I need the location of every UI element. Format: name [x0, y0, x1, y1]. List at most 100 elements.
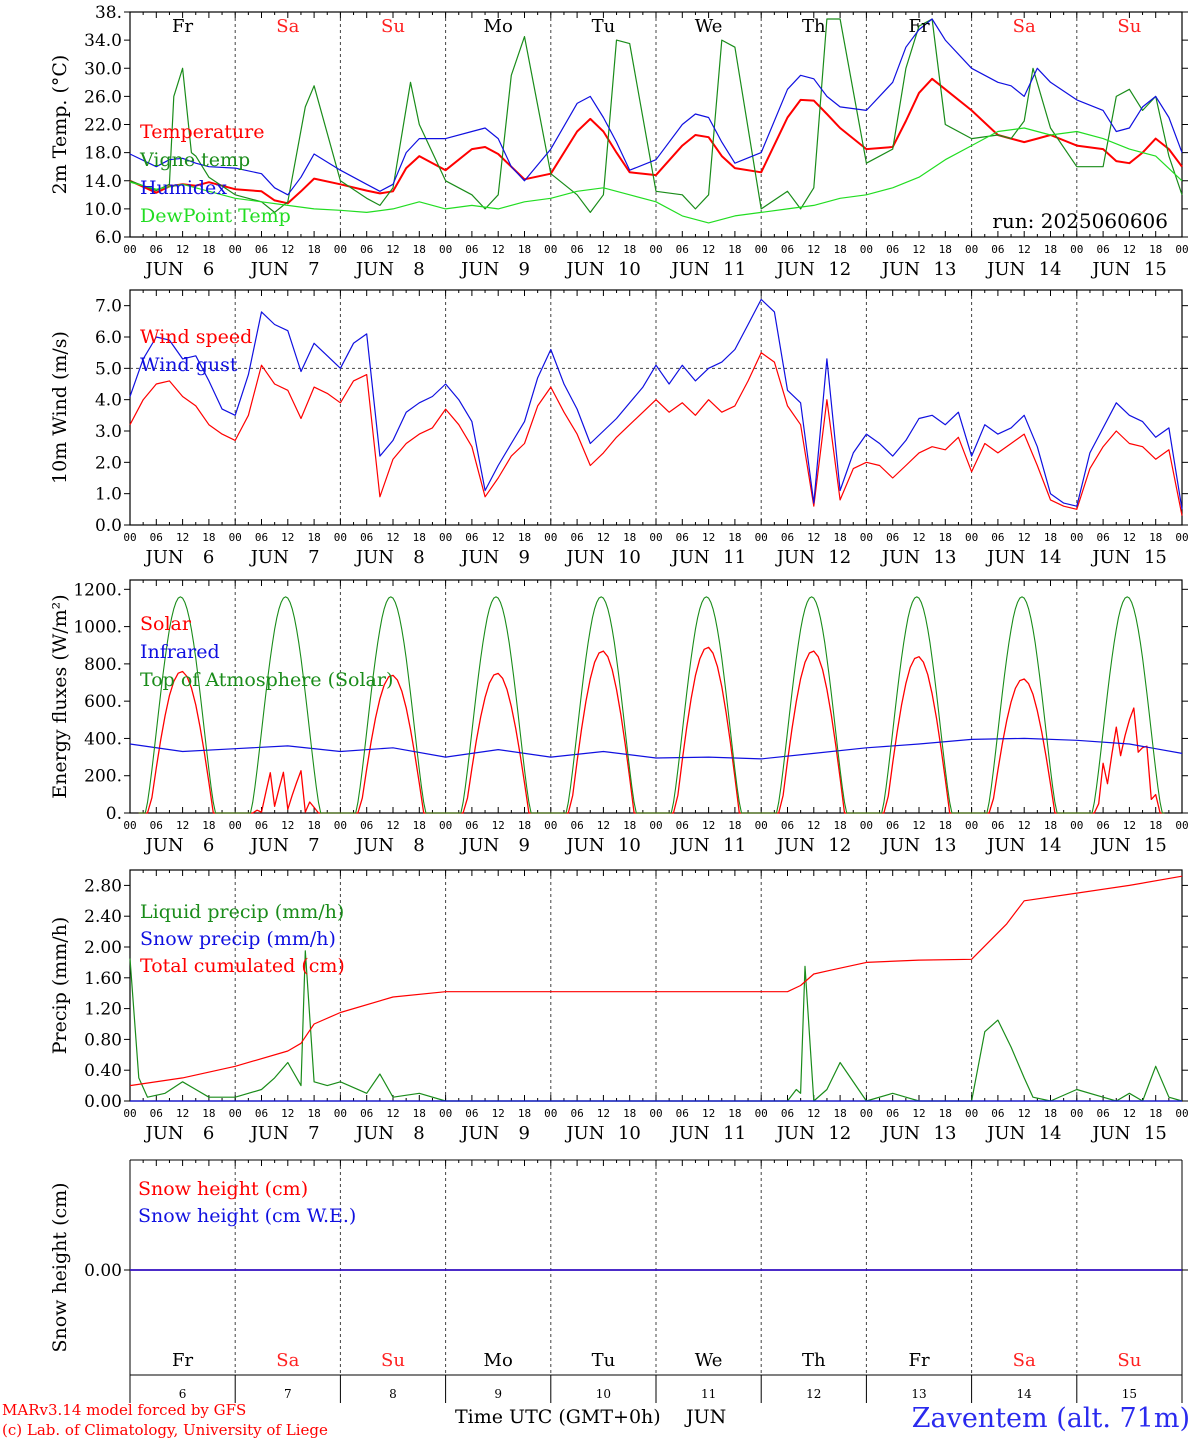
date-day-label: 12	[828, 547, 851, 568]
hour-tick-label: 18	[1044, 531, 1057, 544]
hour-tick-label: 12	[176, 1107, 189, 1120]
weekday-label: Tu	[592, 1350, 616, 1371]
y-axis-label: 2m Temp. (°C)	[49, 55, 71, 195]
hour-tick-label: 12	[912, 1107, 925, 1120]
hour-tick-label: 12	[176, 819, 189, 832]
y-axis-label: Energy fluxes (W/m²)	[49, 594, 71, 798]
date-month-label: JUN	[670, 259, 710, 280]
y-tick-label: 400.	[84, 729, 122, 749]
date-day-label: 6	[203, 1123, 214, 1144]
date-month-label: JUN	[249, 259, 289, 280]
y-tick-label: 10.0	[84, 200, 122, 220]
hour-tick-label: 18	[623, 531, 636, 544]
hour-tick-label: 06	[1096, 1107, 1109, 1120]
date-day-label: 14	[1039, 835, 1062, 856]
y-tick-label: 1.60	[84, 969, 122, 989]
copyright: (c) Lab. of Climatology, University of L…	[2, 1421, 328, 1439]
legend-entry: Wind speed	[140, 326, 252, 348]
hour-tick-label: 18	[728, 243, 741, 256]
hour-tick-label: 12	[597, 819, 610, 832]
date-month-label: JUN	[1090, 835, 1130, 856]
hour-tick-label: 18	[728, 531, 741, 544]
hour-tick-label: 18	[1149, 243, 1162, 256]
hour-tick-label: 12	[1018, 819, 1031, 832]
hour-tick-label: 12	[1123, 531, 1136, 544]
hour-tick-label: 18	[1149, 819, 1162, 832]
hour-tick-label: 18	[307, 819, 320, 832]
y-tick-label: 18.0	[84, 144, 122, 164]
hour-tick-label: 06	[360, 819, 373, 832]
legend-entry: Total cumulated (cm)	[140, 955, 345, 977]
hour-tick-label: 00	[1175, 819, 1188, 832]
hour-tick-label: 00	[544, 819, 557, 832]
date-month-label: JUN	[249, 835, 289, 856]
hour-tick-label: 00	[649, 819, 662, 832]
legend-entry: Wind gust	[140, 354, 238, 376]
date-day-label: 11	[723, 1123, 746, 1144]
weekday-label: Th	[802, 16, 826, 37]
hour-tick-label: 12	[912, 819, 925, 832]
hour-tick-label: 12	[807, 819, 820, 832]
date-month-label: JUN	[354, 835, 394, 856]
weekday-label: Sa	[276, 1350, 299, 1371]
hour-tick-label: 18	[623, 243, 636, 256]
hour-tick-label: 12	[176, 243, 189, 256]
date-day-label: 11	[723, 259, 746, 280]
hour-tick-label: 18	[518, 243, 531, 256]
date-day-label: 8	[413, 547, 424, 568]
date-day-label: 8	[389, 1387, 397, 1401]
date-day-label: 10	[596, 1387, 611, 1401]
hour-tick-label: 00	[1070, 819, 1083, 832]
hour-tick-label: 00	[229, 531, 242, 544]
hour-tick-label: 18	[833, 243, 846, 256]
hour-tick-label: 06	[150, 819, 163, 832]
date-month-label: JUN	[985, 835, 1025, 856]
hour-tick-label: 00	[649, 1107, 662, 1120]
date-month-label: JUN	[564, 1123, 604, 1144]
panel-energy: 1200. 1000. 800. 600. 400. 200. 0. Energy fluxe…	[49, 579, 1189, 856]
date-day-label: 14	[1039, 1123, 1062, 1144]
hour-tick-label: 06	[991, 1107, 1004, 1120]
hour-tick-label: 18	[1044, 243, 1057, 256]
hour-tick-label: 00	[229, 819, 242, 832]
date-day-label: 6	[203, 835, 214, 856]
hour-tick-label: 12	[281, 819, 294, 832]
legend-entry: Vigne temp	[139, 149, 250, 171]
y-tick-label: 2.80	[84, 876, 122, 896]
hour-tick-label: 00	[965, 1107, 978, 1120]
date-day-label: 15	[1144, 547, 1167, 568]
y-tick-label: 2.00	[84, 938, 122, 958]
date-month-label: JUN	[459, 547, 499, 568]
series-line	[129, 298, 1183, 510]
hour-tick-label: 12	[1018, 531, 1031, 544]
date-month-label: JUN	[1090, 1123, 1130, 1144]
hour-tick-label: 00	[334, 243, 347, 256]
hour-tick-label: 12	[492, 1107, 505, 1120]
y-axis-label: 10m Wind (m/s)	[49, 331, 71, 484]
hour-tick-label: 12	[807, 531, 820, 544]
hour-tick-label: 06	[1096, 243, 1109, 256]
hour-tick-label: 18	[833, 531, 846, 544]
hour-tick-label: 06	[570, 243, 583, 256]
date-day-label: 13	[934, 259, 957, 280]
date-day-label: 7	[308, 1123, 319, 1144]
weekday-label: Mo	[484, 1350, 513, 1371]
hour-tick-label: 12	[807, 1107, 820, 1120]
hour-tick-label: 18	[1149, 1107, 1162, 1120]
hour-tick-label: 00	[860, 243, 873, 256]
weekday-label: Sa	[276, 16, 299, 37]
hour-tick-label: 00	[123, 243, 136, 256]
y-axis-label: Precip (mm/h)	[49, 917, 71, 1055]
hour-tick-label: 06	[676, 531, 689, 544]
hour-tick-label: 18	[833, 1107, 846, 1120]
date-day-label: 8	[413, 259, 424, 280]
date-day-label: 10	[618, 547, 641, 568]
hour-tick-label: 00	[544, 531, 557, 544]
hour-tick-label: 18	[413, 1107, 426, 1120]
date-day-label: 8	[413, 1123, 424, 1144]
date-month-label: JUN	[144, 1123, 184, 1144]
hour-tick-label: 06	[255, 819, 268, 832]
hour-tick-label: 06	[360, 1107, 373, 1120]
hour-tick-label: 06	[255, 243, 268, 256]
date-day-label: 13	[934, 547, 957, 568]
